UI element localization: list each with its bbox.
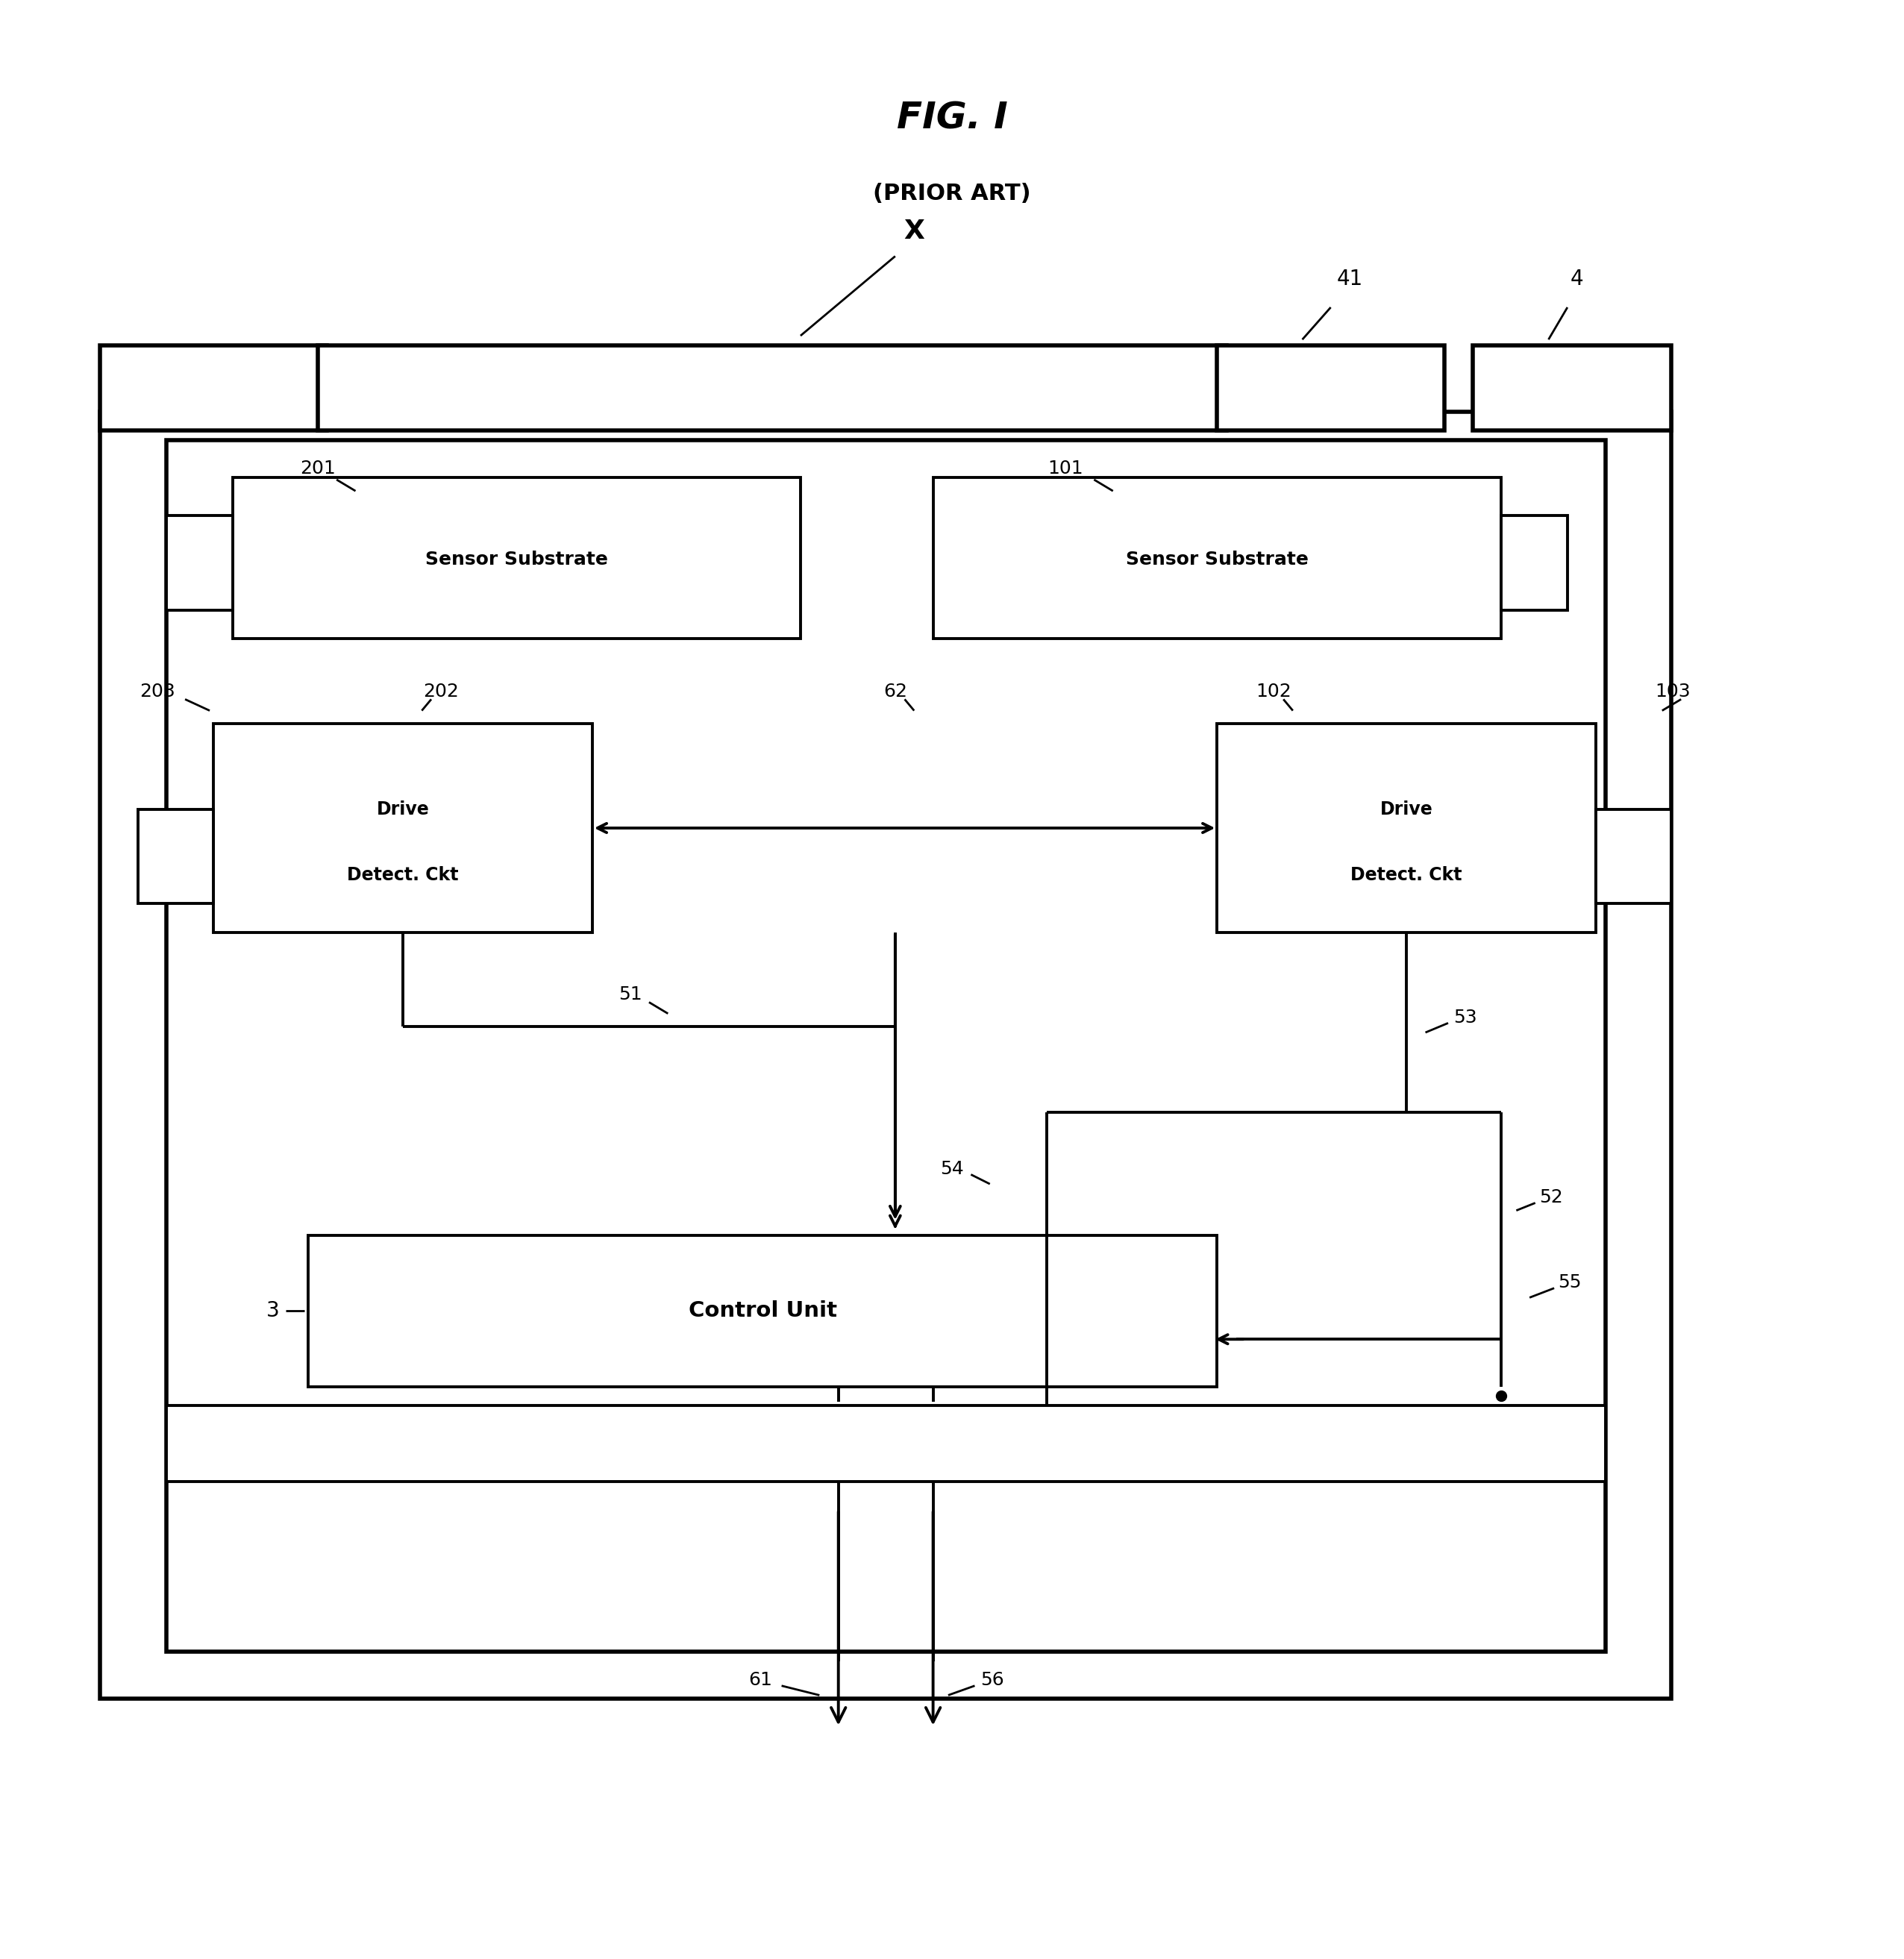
Bar [933, 478, 1500, 639]
Text: 3: 3 [267, 1301, 280, 1320]
Text: 52: 52 [1538, 1189, 1563, 1207]
Text: 203: 203 [141, 684, 175, 701]
Text: 202: 202 [423, 684, 459, 701]
Text: 102: 102 [1257, 684, 1291, 701]
Text: 61: 61 [748, 1671, 773, 1689]
Text: (PRIOR ART): (PRIOR ART) [874, 182, 1030, 204]
Bar [232, 478, 800, 639]
Bar [1596, 809, 1672, 903]
Text: Control Unit: Control Unit [689, 1301, 838, 1320]
Bar [166, 1405, 1605, 1481]
Text: Detect. Ckt: Detect. Ckt [347, 866, 459, 884]
Text: Drive: Drive [1380, 799, 1434, 819]
Text: 201: 201 [299, 458, 335, 478]
Text: FIG. I: FIG. I [897, 100, 1007, 135]
Bar [99, 411, 1672, 1698]
Bar [213, 725, 592, 932]
Text: Drive: Drive [377, 799, 428, 819]
Text: Sensor Substrate: Sensor Substrate [1125, 550, 1308, 568]
Text: 51: 51 [619, 985, 642, 1003]
Text: X: X [904, 219, 925, 245]
Bar [166, 441, 1605, 1651]
Text: 55: 55 [1557, 1273, 1582, 1291]
Bar [1217, 725, 1596, 932]
Bar [137, 809, 213, 903]
Text: 103: 103 [1655, 684, 1691, 701]
Bar [318, 345, 1226, 431]
Text: 62: 62 [883, 684, 906, 701]
Text: 4: 4 [1571, 268, 1584, 290]
Text: Detect. Ckt: Detect. Ckt [1350, 866, 1462, 884]
Text: 101: 101 [1047, 458, 1083, 478]
Text: 41: 41 [1337, 268, 1363, 290]
Bar [1217, 345, 1445, 431]
Text: 54: 54 [941, 1160, 963, 1177]
Bar [1500, 515, 1567, 611]
Text: 53: 53 [1455, 1009, 1478, 1027]
Text: 56: 56 [981, 1671, 1003, 1689]
Bar [308, 1234, 1217, 1387]
Text: Sensor Substrate: Sensor Substrate [425, 550, 607, 568]
Bar [99, 345, 327, 431]
Bar [166, 515, 232, 611]
Bar [1474, 345, 1672, 431]
